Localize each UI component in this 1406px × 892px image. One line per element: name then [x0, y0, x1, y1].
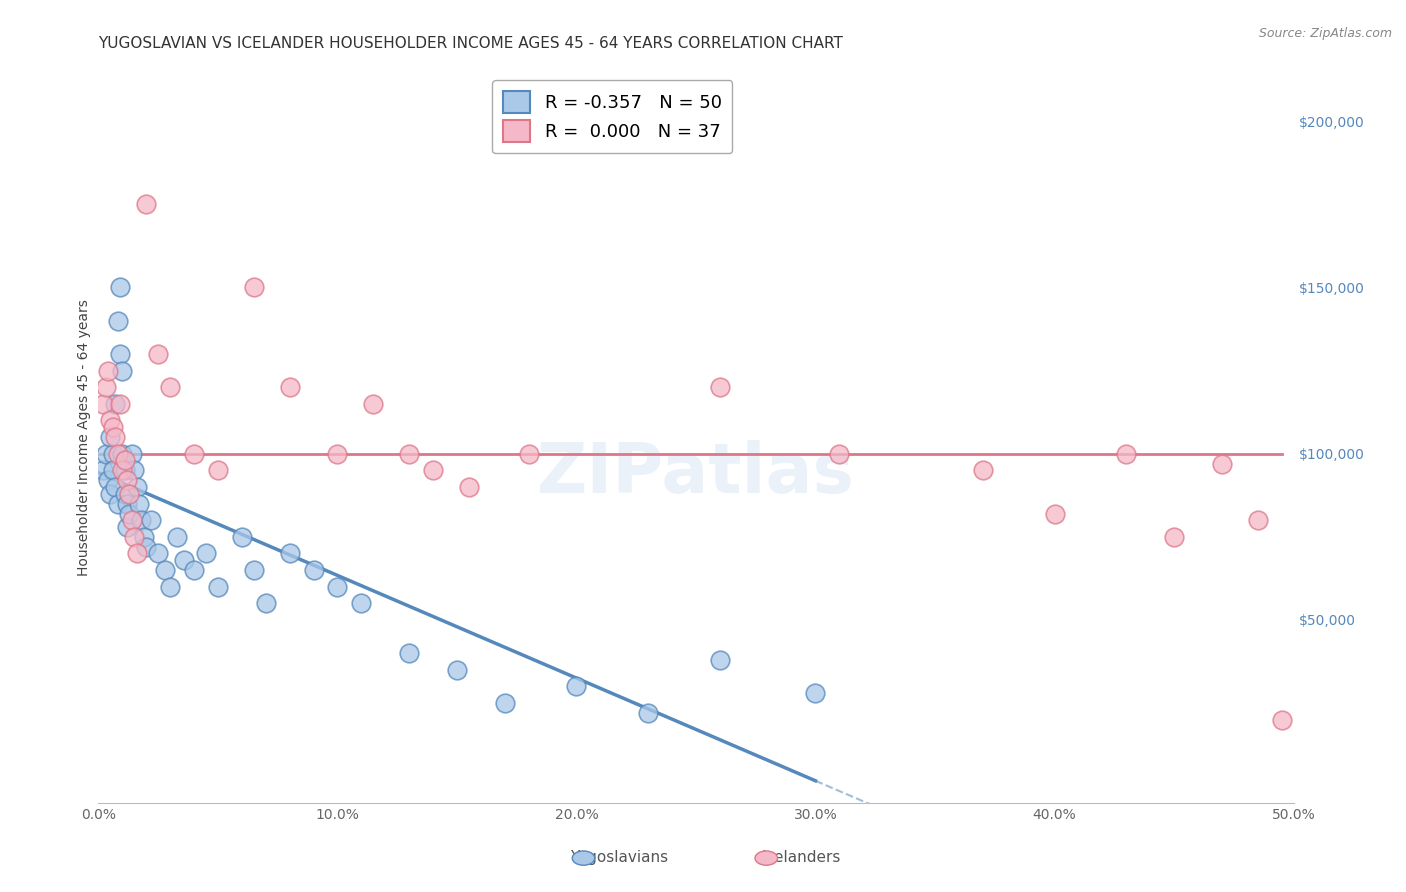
Point [115, 520, 138, 534]
Point [135, 197, 157, 211]
Text: ZIPatlas: ZIPatlas [537, 440, 855, 508]
Point [128, 497, 150, 511]
Point [139, 513, 162, 527]
Point [104, 430, 127, 444]
Point [94, 447, 117, 461]
Point [131, 513, 153, 527]
Point [101, 420, 124, 434]
Point [155, 563, 177, 577]
Point [243, 280, 266, 294]
Point [94, 380, 117, 394]
Point [183, 447, 205, 461]
Point [458, 480, 481, 494]
Point [302, 563, 325, 577]
Point [118, 486, 141, 500]
Point [108, 347, 131, 361]
Point [1271, 713, 1294, 727]
Point [125, 546, 148, 560]
Point [1115, 447, 1137, 461]
Point [124, 530, 146, 544]
Point [107, 497, 129, 511]
Point [132, 530, 155, 544]
Point [97, 473, 120, 487]
Point [121, 447, 143, 461]
Point [91, 397, 114, 411]
Point [398, 646, 420, 660]
Point [107, 314, 129, 328]
Point [422, 463, 444, 477]
Point [195, 546, 218, 560]
Point [159, 580, 181, 594]
Point [350, 596, 373, 610]
Point [207, 463, 229, 477]
Y-axis label: Householder Income Ages 45 - 64 years: Householder Income Ages 45 - 64 years [77, 299, 91, 575]
Text: YUGOSLAVIAN VS ICELANDER HOUSEHOLDER INCOME AGES 45 - 64 YEARS CORRELATION CHART: YUGOSLAVIAN VS ICELANDER HOUSEHOLDER INC… [98, 36, 844, 51]
Point [135, 540, 157, 554]
Point [637, 706, 659, 720]
Point [108, 397, 131, 411]
Point [828, 447, 851, 461]
Point [243, 563, 266, 577]
Point [107, 447, 129, 461]
Point [1043, 507, 1066, 521]
Legend: R = -0.357   N = 50, R =  0.000   N = 37: R = -0.357 N = 50, R = 0.000 N = 37 [492, 80, 733, 153]
Point [517, 447, 540, 461]
Point [207, 580, 229, 594]
Point [114, 486, 136, 500]
Point [101, 463, 124, 477]
Point [565, 680, 588, 694]
Point [114, 463, 136, 477]
Point [115, 497, 138, 511]
Point [254, 596, 277, 610]
Point [1163, 530, 1185, 544]
Point [104, 397, 127, 411]
Point [91, 463, 114, 477]
Point [804, 686, 827, 700]
Point [231, 530, 253, 544]
Point [111, 463, 134, 477]
Point [326, 447, 349, 461]
Point [278, 380, 301, 394]
Point [111, 447, 134, 461]
Point [101, 447, 124, 461]
Point [166, 530, 188, 544]
Point [278, 546, 301, 560]
Point [118, 507, 141, 521]
Point [115, 473, 138, 487]
Point [111, 363, 134, 377]
Point [98, 430, 122, 444]
Point [159, 380, 181, 394]
Point [363, 397, 385, 411]
Point [148, 347, 170, 361]
Point [104, 480, 127, 494]
Point [1247, 513, 1270, 527]
Point [398, 447, 420, 461]
Point [709, 380, 731, 394]
Point [114, 453, 136, 467]
Point [326, 580, 349, 594]
Text: Yugoslavians: Yugoslavians [569, 850, 668, 865]
Text: Source: ZipAtlas.com: Source: ZipAtlas.com [1258, 27, 1392, 40]
Point [98, 413, 122, 427]
Point [1211, 457, 1233, 471]
Point [709, 653, 731, 667]
Point [125, 480, 148, 494]
Point [121, 513, 143, 527]
Point [148, 546, 170, 560]
Point [446, 663, 468, 677]
Point [108, 280, 131, 294]
Text: Icelanders: Icelanders [762, 850, 841, 865]
Point [173, 553, 195, 567]
Point [183, 563, 205, 577]
Point [494, 696, 516, 710]
Point [972, 463, 994, 477]
Point [124, 463, 146, 477]
Point [98, 486, 122, 500]
Point [97, 363, 120, 377]
